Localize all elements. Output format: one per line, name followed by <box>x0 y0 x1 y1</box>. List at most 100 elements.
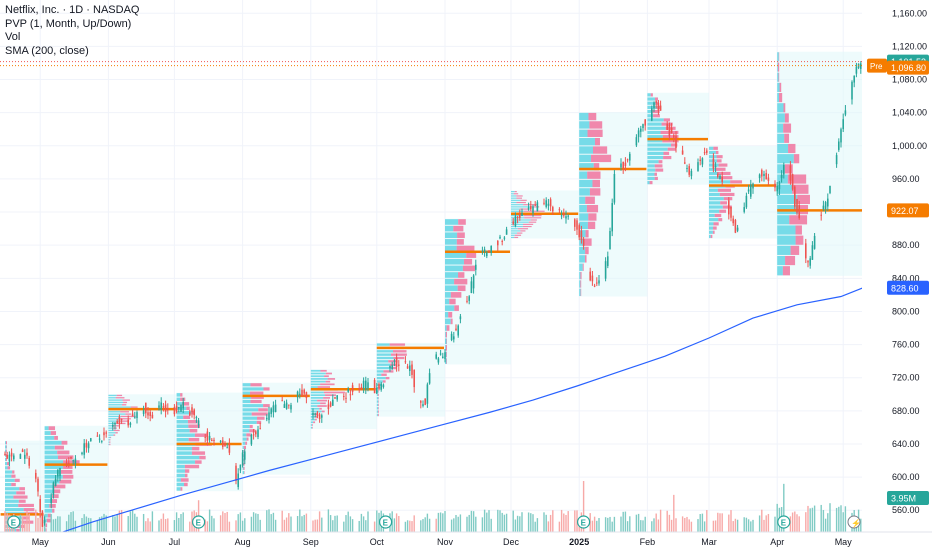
volume-profile-bar-down <box>11 482 16 487</box>
volume-bar <box>281 510 283 532</box>
volume-profile-bar-down <box>654 164 663 168</box>
volume-profile-bar-up <box>310 424 312 426</box>
sma-indicator-label[interactable]: SMA (200, close) <box>5 44 89 57</box>
volume-bar <box>681 516 684 532</box>
volume-profile-bar-down <box>716 159 722 163</box>
volume-bar <box>59 516 61 532</box>
volume-profile-bar-up <box>108 418 119 420</box>
candle-body <box>703 152 706 154</box>
volume-profile-bar-down <box>110 436 112 439</box>
candle-body <box>83 443 85 455</box>
volume-profile-bar-up <box>579 129 588 137</box>
volume-profile-bar-down <box>324 375 329 378</box>
volume-profile-bar-down <box>523 223 534 225</box>
volume-profile-bar-up <box>176 464 185 469</box>
volume-profile-bar-up <box>376 350 393 353</box>
earnings-marker[interactable] <box>192 515 206 529</box>
candle-body <box>43 519 46 524</box>
volume-bar <box>398 515 400 532</box>
volume-profile-bar-down <box>57 450 70 455</box>
candle-body <box>673 135 675 138</box>
earnings-marker[interactable] <box>379 515 393 529</box>
volume-bar <box>455 514 457 532</box>
volume-bar <box>761 509 763 532</box>
volume-profile-bar-down <box>391 366 398 370</box>
volume-profile-bar-down <box>655 168 664 172</box>
candle-body <box>468 296 470 301</box>
price-axis[interactable] <box>862 0 932 532</box>
volume-profile-bar-down <box>663 118 670 122</box>
volume-bar <box>255 513 257 532</box>
candle-body <box>314 413 316 415</box>
price-axis-tick-label: 1,120.00 <box>892 41 927 51</box>
volume-profile-bar-down <box>16 491 26 495</box>
volume-bar <box>635 514 638 532</box>
volume-profile-bar-down <box>323 397 331 399</box>
candle-body <box>167 408 169 411</box>
volume-profile-bar-up <box>777 62 778 72</box>
volume-profile-bar-up <box>709 197 724 201</box>
volume-profile-bar-down <box>60 469 73 474</box>
candle-body <box>505 229 508 235</box>
volume-profile-bar-up <box>176 451 192 455</box>
volume-bar <box>684 517 686 532</box>
volume-profile-bar-down <box>454 305 459 311</box>
volume-profile-bar-down <box>782 266 790 276</box>
volume-profile-bar-down <box>385 376 390 380</box>
candle-body <box>765 173 767 180</box>
pvp-indicator-label[interactable]: PVP (1, Month, Up/Down) <box>5 17 132 30</box>
candle-body <box>827 198 829 207</box>
candle-body <box>312 412 314 416</box>
volume-bar <box>626 521 629 532</box>
volume-profile-bar-up <box>242 466 244 470</box>
volume-profile-bar-up <box>44 499 51 503</box>
symbol-title[interactable]: Netflix, Inc. · 1D · NASDAQ <box>5 4 140 16</box>
candle-body <box>351 385 354 392</box>
volume-bar <box>422 519 424 532</box>
volume-profile-bar-up <box>310 383 321 386</box>
volume-profile-bar-down <box>580 280 582 288</box>
volume-bar <box>527 512 530 532</box>
candle-body <box>219 440 222 443</box>
volume-bar <box>162 513 165 532</box>
volume-bar <box>644 516 646 532</box>
candle-body <box>752 183 754 189</box>
volume-bar <box>640 520 642 532</box>
lightning-icon[interactable] <box>847 515 861 529</box>
candle-body <box>272 405 275 413</box>
volume-profile-bar-up <box>44 445 55 450</box>
volume-bar <box>794 511 796 532</box>
earnings-marker[interactable] <box>576 515 591 529</box>
candle-body <box>763 173 765 176</box>
volume-profile-bar-down <box>787 174 807 184</box>
volume-profile-bar-up <box>445 311 449 318</box>
volume-bar <box>840 505 842 532</box>
time-axis[interactable] <box>0 532 932 550</box>
vol-indicator-label[interactable]: Vol <box>5 31 21 43</box>
candle-body <box>490 246 492 253</box>
volume-profile-bar-down <box>587 171 601 179</box>
earnings-marker[interactable] <box>777 515 791 529</box>
volume-profile-bar-down <box>714 213 722 218</box>
volume-profile-bar-down <box>665 126 676 130</box>
candle-body <box>398 364 400 366</box>
volume-profile-bar-up <box>511 236 515 239</box>
volume-bar <box>481 517 484 532</box>
candle-body <box>838 141 840 150</box>
time-axis-tick-label: Apr <box>770 537 784 547</box>
candle-body <box>250 434 253 445</box>
earnings-marker[interactable] <box>7 515 21 529</box>
volume-bar <box>90 518 92 532</box>
volume-bar <box>224 512 226 532</box>
candle-body <box>235 465 237 481</box>
volume-profile-bar-down <box>46 518 51 523</box>
volume-profile-bar-up <box>242 424 250 429</box>
volume-profile-bar-up <box>647 172 655 176</box>
volume-profile-bar-down <box>713 226 717 230</box>
volume-profile-bar-down <box>713 222 719 226</box>
volume-profile-bar-down <box>777 62 780 72</box>
volume-profile-bar-up <box>445 239 457 245</box>
volume-profile-bar-up <box>242 470 245 475</box>
volume-profile-bar-up <box>376 353 391 356</box>
